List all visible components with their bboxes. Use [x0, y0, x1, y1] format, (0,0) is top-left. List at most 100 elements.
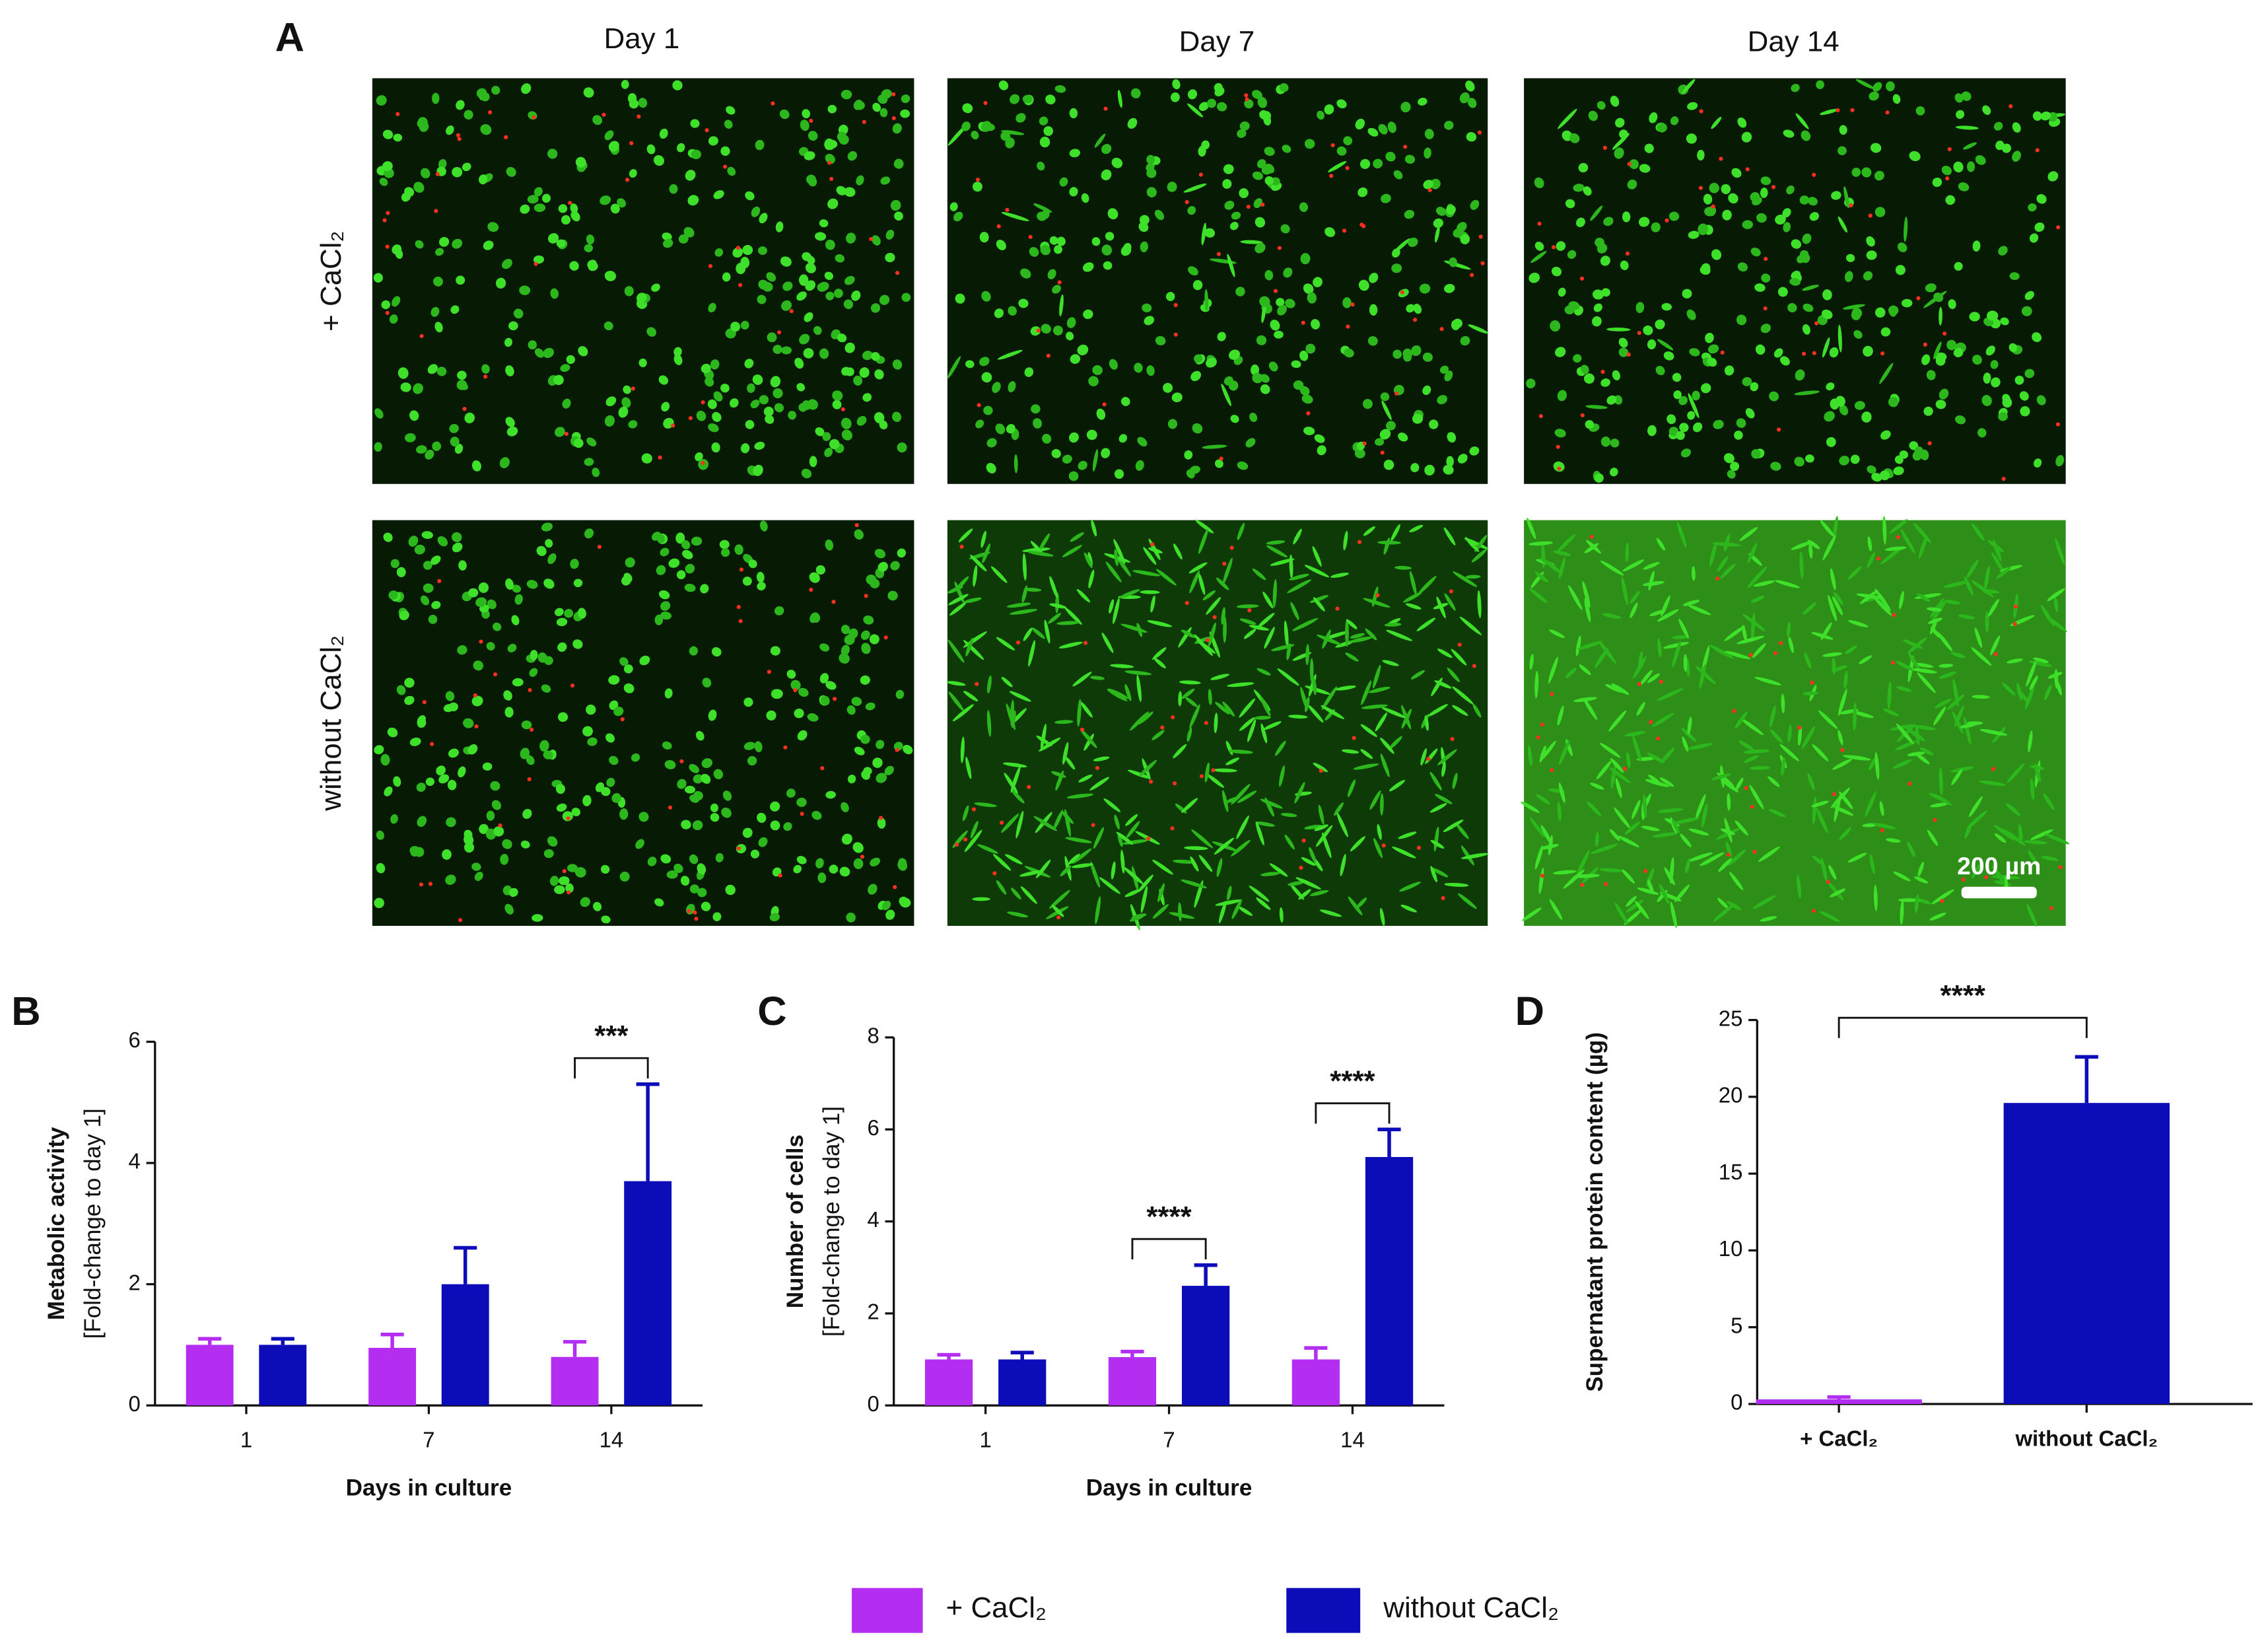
cell	[432, 441, 442, 451]
dead-cell	[533, 262, 538, 266]
cell	[819, 219, 829, 228]
cell	[1929, 802, 1948, 808]
cell	[825, 681, 837, 690]
cell	[1121, 397, 1130, 406]
cell	[1644, 143, 1654, 153]
cell	[1434, 794, 1453, 804]
cell	[1071, 863, 1093, 868]
cell	[1456, 823, 1469, 839]
cell	[894, 211, 903, 221]
dead-cell	[841, 407, 845, 411]
cell	[604, 415, 615, 427]
cell	[1304, 139, 1315, 149]
cell	[824, 138, 834, 151]
cell	[533, 255, 545, 264]
cell	[1152, 903, 1169, 919]
cell	[486, 642, 495, 650]
cell	[822, 432, 831, 441]
dead-cell	[1301, 838, 1306, 843]
cell	[1539, 557, 1557, 569]
cell	[1844, 271, 1853, 283]
cell	[1931, 889, 1954, 905]
cell	[1127, 118, 1138, 129]
dead-cell	[829, 176, 834, 182]
cell	[1060, 865, 1072, 876]
cell	[1443, 820, 1464, 833]
cell	[1361, 704, 1388, 709]
dead-cell	[1171, 715, 1175, 720]
error-bar	[454, 1246, 477, 1284]
cell	[1167, 182, 1177, 192]
cell	[1725, 841, 1732, 857]
cell	[409, 846, 420, 855]
dead-cell	[783, 745, 788, 750]
cell	[2041, 856, 2059, 861]
cell	[766, 272, 776, 282]
cell	[796, 797, 807, 807]
cell	[1280, 812, 1297, 818]
cell	[1280, 224, 1290, 234]
cell	[1222, 179, 1232, 189]
cell	[2003, 829, 2026, 846]
cell	[1083, 733, 1095, 751]
cell	[2024, 368, 2035, 378]
cell	[1807, 773, 1815, 790]
cell	[1811, 800, 1829, 808]
cell	[1264, 797, 1274, 817]
cell	[1867, 552, 1876, 568]
cell	[1879, 470, 1890, 481]
cell	[1581, 365, 1589, 374]
dead-cell	[869, 236, 874, 242]
cell	[1838, 689, 1847, 716]
cell	[786, 789, 796, 798]
cell	[561, 215, 571, 225]
cell	[712, 411, 722, 422]
cell	[557, 712, 568, 722]
cell	[381, 300, 391, 310]
cell	[1874, 588, 1891, 612]
cell	[547, 233, 559, 244]
cell	[678, 234, 689, 244]
cell	[1822, 289, 1832, 300]
dead-cell	[1301, 320, 1305, 325]
bar	[1365, 1157, 1414, 1406]
cell	[533, 187, 543, 197]
cell	[708, 302, 716, 313]
error-bar	[1194, 1263, 1218, 1286]
cell	[708, 423, 719, 433]
cell	[696, 730, 704, 741]
cell	[673, 863, 683, 873]
cell	[1804, 652, 1812, 669]
cell	[1138, 711, 1153, 724]
cell	[528, 340, 537, 350]
cell	[1202, 590, 1216, 601]
cell	[1943, 580, 1969, 588]
cell	[1647, 673, 1660, 684]
cell	[1939, 671, 1957, 679]
cell	[794, 357, 804, 369]
dead-cell	[708, 263, 713, 268]
cell	[621, 80, 629, 89]
cell	[1750, 766, 1771, 770]
cell	[721, 807, 732, 818]
cell	[1221, 383, 1231, 407]
cell	[1400, 904, 1418, 913]
cell	[1290, 602, 1299, 620]
cell	[879, 108, 888, 118]
cell	[713, 190, 724, 199]
cell	[1094, 133, 1106, 148]
cell	[1802, 233, 1812, 244]
cell	[1431, 678, 1443, 697]
cell	[425, 777, 435, 787]
cell	[1069, 108, 1078, 119]
cell	[567, 864, 578, 872]
cell	[851, 290, 861, 301]
cell	[1305, 644, 1310, 666]
cell	[1972, 580, 1994, 598]
cell	[1394, 238, 1410, 253]
dead-cell	[1212, 615, 1217, 619]
cell	[1447, 432, 1457, 443]
cell	[862, 351, 873, 361]
cell	[1089, 777, 1110, 791]
cell	[1270, 558, 1295, 566]
